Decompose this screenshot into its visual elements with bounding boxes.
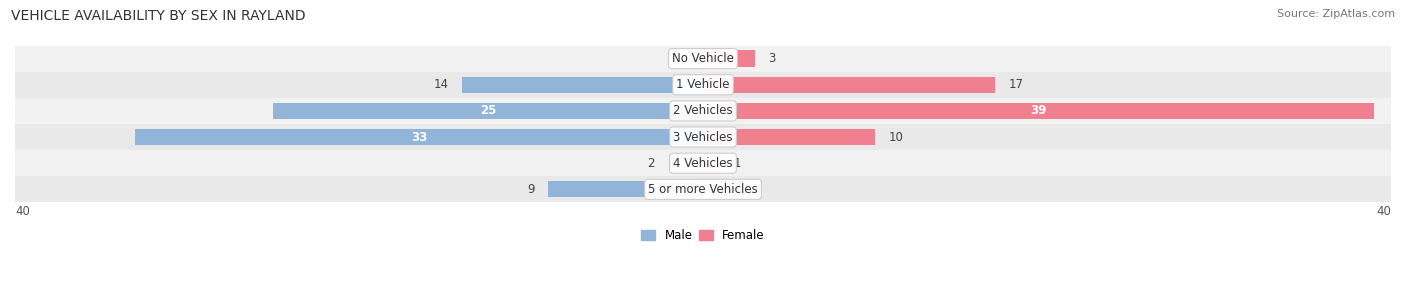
Text: 9: 9	[527, 183, 534, 196]
Text: 3 Vehicles: 3 Vehicles	[673, 131, 733, 144]
Bar	[703, 155, 720, 171]
Text: 3: 3	[768, 52, 776, 65]
Text: 25: 25	[479, 104, 496, 117]
Bar	[135, 129, 703, 145]
Text: 33: 33	[411, 131, 427, 144]
Text: 2 Vehicles: 2 Vehicles	[673, 104, 733, 117]
Text: 1: 1	[734, 157, 741, 170]
Bar	[703, 50, 755, 67]
Text: 39: 39	[1031, 104, 1046, 117]
Bar	[703, 103, 1374, 119]
Text: 2: 2	[647, 157, 655, 170]
Bar	[273, 103, 703, 119]
Text: 4 Vehicles: 4 Vehicles	[673, 157, 733, 170]
Text: 17: 17	[1010, 78, 1024, 91]
Bar	[15, 45, 1391, 72]
Text: 40: 40	[1376, 205, 1391, 218]
Bar	[15, 98, 1391, 124]
Text: VEHICLE AVAILABILITY BY SEX IN RAYLAND: VEHICLE AVAILABILITY BY SEX IN RAYLAND	[11, 9, 307, 23]
Bar	[15, 124, 1391, 150]
Bar	[15, 150, 1391, 176]
Bar	[703, 129, 875, 145]
Text: 0: 0	[679, 52, 686, 65]
Text: Source: ZipAtlas.com: Source: ZipAtlas.com	[1277, 9, 1395, 19]
Bar	[15, 72, 1391, 98]
Text: 40: 40	[15, 205, 30, 218]
Text: No Vehicle: No Vehicle	[672, 52, 734, 65]
Text: 0: 0	[720, 183, 727, 196]
Text: 14: 14	[433, 78, 449, 91]
Text: 10: 10	[889, 131, 904, 144]
Legend: Male, Female: Male, Female	[637, 224, 769, 247]
Bar	[703, 77, 995, 93]
Bar	[669, 155, 703, 171]
Text: 1 Vehicle: 1 Vehicle	[676, 78, 730, 91]
Bar	[463, 77, 703, 93]
Text: 5 or more Vehicles: 5 or more Vehicles	[648, 183, 758, 196]
Bar	[15, 176, 1391, 203]
Bar	[548, 181, 703, 197]
